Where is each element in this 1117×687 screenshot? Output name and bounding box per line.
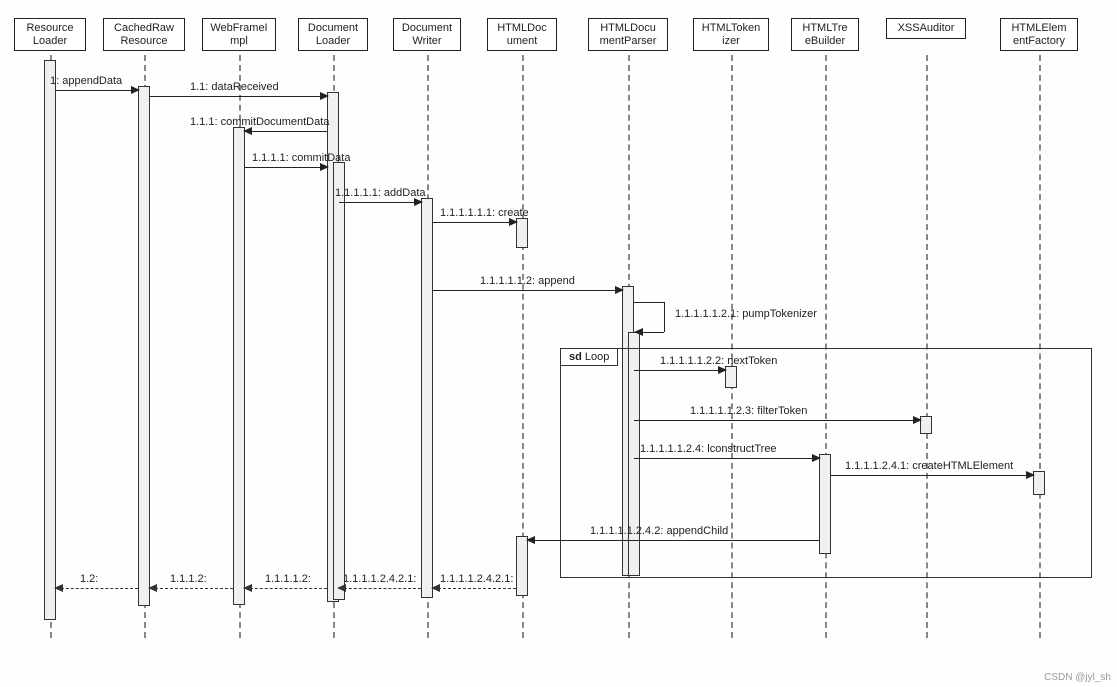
message-label-m1_1_1_1_1: 1.1.1.1.1: addData bbox=[335, 187, 426, 199]
participant-webFrameImpl: WebFrameImpl bbox=[202, 18, 276, 51]
sequence-diagram: ResourceLoader CachedRawResource WebFrameI… bbox=[0, 0, 1117, 687]
message-label-m1: 1: appendData bbox=[50, 75, 122, 87]
message-label-m1_1_1_1_1_1: 1.1.1.1.1.1: create bbox=[440, 207, 529, 219]
message-m1_1_1_1_1: 1.1.1.1.1: addData bbox=[333, 202, 427, 203]
message-label-m1_1_1: 1.1.1: commitDocumentData bbox=[190, 116, 329, 128]
message-m_createEl: 1.1.1.1.2.4.1: createHTMLElement bbox=[825, 475, 1039, 476]
message-label-m_filter: 1.1.1.1.1.2.3: filterToken bbox=[690, 405, 807, 417]
message-label-m_self: 1.1.1.1.1.2.1: pumpTokenizer bbox=[675, 308, 817, 320]
watermark: CSDN @jyl_sh bbox=[1044, 672, 1111, 683]
message-m1_1_1_1: 1.1.1.1: commitData bbox=[239, 167, 333, 168]
message-label-r1: 1.1.1.1.2.4.2.1: bbox=[440, 573, 513, 585]
message-label-r3: 1.1.1.1.2: bbox=[265, 573, 311, 585]
participant-htmlElementFactory: HTMLElementFactory bbox=[1000, 18, 1078, 51]
message-r4: 1.1.1.2: bbox=[144, 588, 239, 589]
message-r1: 1.1.1.1.2.4.2.1: bbox=[427, 588, 522, 589]
activation-documentWriter-5 bbox=[421, 198, 433, 598]
message-label-m_appendChild: 1.1.1.1.1.2.4.2: appendChild bbox=[590, 525, 728, 537]
activation-cachedRawResource-1 bbox=[138, 86, 150, 606]
message-r5: 1.2: bbox=[50, 588, 144, 589]
participant-htmlDocument: HTMLDocument bbox=[487, 18, 557, 51]
message-label-r4: 1.1.1.2: bbox=[170, 573, 207, 585]
activation-resourceLoader-0 bbox=[44, 60, 56, 620]
participant-documentLoader: DocumentLoader bbox=[298, 18, 368, 51]
message-label-m1_1: 1.1: dataReceived bbox=[190, 81, 279, 93]
message-label-m_next: 1.1.1.1.1.2.2: nextToken bbox=[660, 355, 777, 367]
message-m_appendChild: 1.1.1.1.1.2.4.2: appendChild bbox=[522, 540, 825, 541]
activation-webFrameImpl-2 bbox=[233, 127, 245, 605]
activation-htmlDocument-7 bbox=[516, 536, 528, 596]
participant-resourceLoader: ResourceLoader bbox=[14, 18, 86, 51]
message-label-m1_1_1_1_1_2: 1.1.1.1.1.2: append bbox=[480, 275, 575, 287]
message-m1_1_1_1_1_2: 1.1.1.1.1.2: append bbox=[427, 290, 628, 291]
participant-htmlDocumentParser: HTMLDocumentParser bbox=[588, 18, 668, 51]
message-label-m_createEl: 1.1.1.1.2.4.1: createHTMLElement bbox=[845, 460, 1013, 472]
message-m_filter: 1.1.1.1.1.2.3: filterToken bbox=[628, 420, 926, 421]
message-m_construct: 1.1.1.1.1.2.4: lconstructTree bbox=[628, 458, 825, 459]
message-label-r2: 1.1.1.1.2.4.2.1: bbox=[343, 573, 416, 585]
message-m_self bbox=[634, 302, 674, 342]
activation-documentLoader-4 bbox=[333, 162, 345, 600]
loop-frame-tag: sd Loop bbox=[561, 349, 618, 366]
message-r2: 1.1.1.1.2.4.2.1: bbox=[333, 588, 427, 589]
participant-cachedRawResource: CachedRawResource bbox=[103, 18, 185, 51]
message-label-m1_1_1_1: 1.1.1.1: commitData bbox=[252, 152, 350, 164]
message-label-r5: 1.2: bbox=[80, 573, 98, 585]
participant-documentWriter: DocumentWriter bbox=[393, 18, 461, 51]
message-label-m_construct: 1.1.1.1.1.2.4: lconstructTree bbox=[640, 443, 777, 455]
message-r3: 1.1.1.1.2: bbox=[239, 588, 333, 589]
message-m1_1_1_1_1_1: 1.1.1.1.1.1: create bbox=[427, 222, 522, 223]
message-m1: 1: appendData bbox=[50, 90, 144, 91]
message-m_next: 1.1.1.1.1.2.2: nextToken bbox=[628, 370, 731, 371]
participant-xssAuditor: XSSAuditor bbox=[886, 18, 966, 39]
participant-htmlTokenizer: HTMLTokenizer bbox=[693, 18, 769, 51]
message-m1_1_1: 1.1.1: commitDocumentData bbox=[239, 131, 333, 132]
message-m1_1: 1.1: dataReceived bbox=[144, 96, 333, 97]
participant-htmlTreeBuilder: HTMLTreeBuilder bbox=[791, 18, 859, 51]
